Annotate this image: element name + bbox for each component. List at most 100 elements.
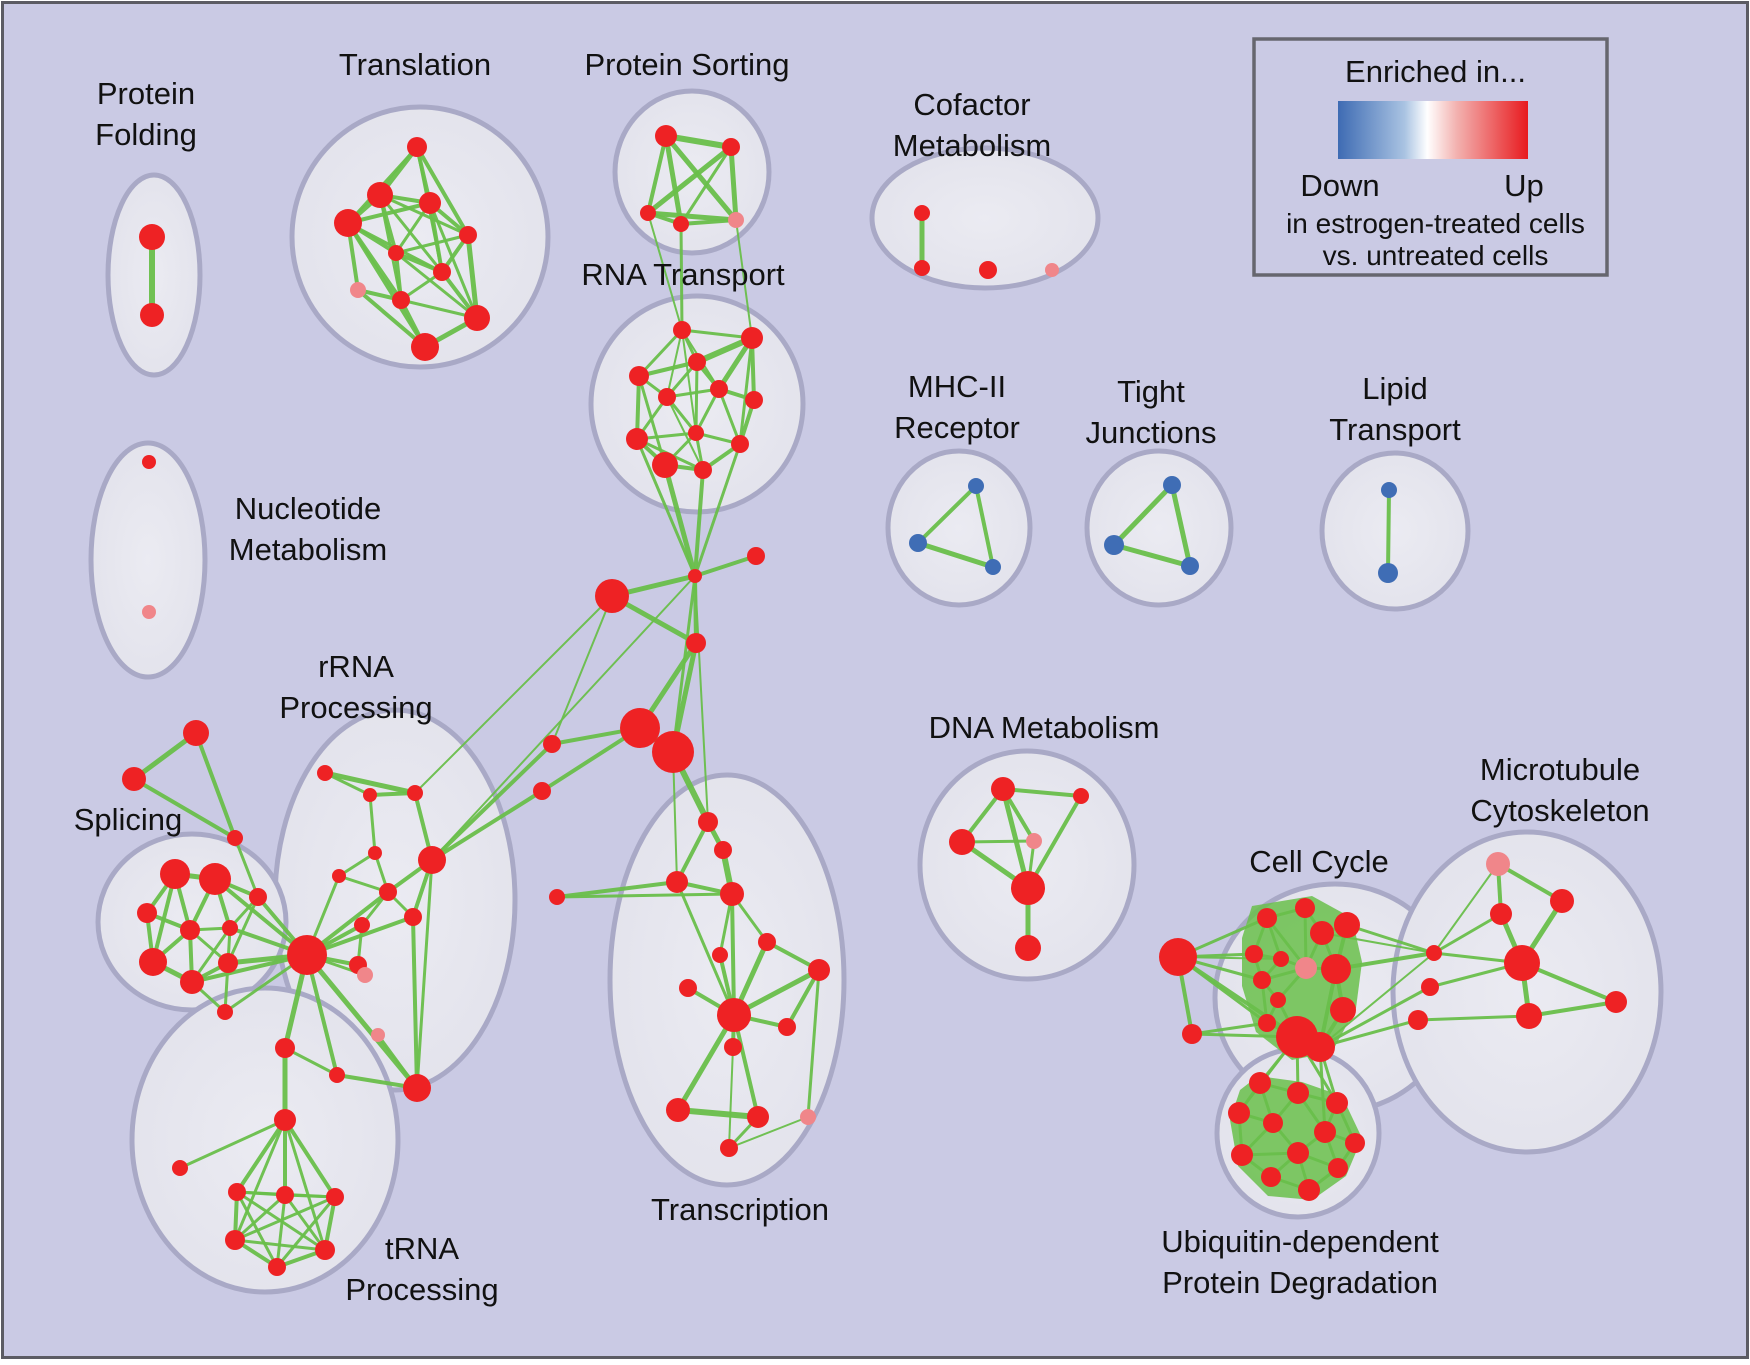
node-mh3 (985, 559, 1001, 575)
edge-j1-x1 (694, 575, 709, 823)
edge-r6-r10 (717, 387, 742, 446)
node-u12 (1298, 1179, 1320, 1201)
node-r8 (626, 428, 648, 450)
edge-n4-n7 (283, 1193, 327, 1252)
node-j2 (747, 547, 765, 565)
cluster-protein-sorting-label: Protein Sorting (584, 47, 789, 82)
node-s6 (249, 888, 267, 906)
edge-x14-x15 (728, 1116, 809, 1149)
node-nu1 (142, 455, 156, 469)
node-tj3 (1181, 557, 1199, 575)
edge-t3-t4 (346, 201, 432, 225)
node-f3 (227, 830, 243, 846)
node-mj (1426, 945, 1442, 961)
node-r10 (731, 435, 749, 453)
node-s2 (199, 863, 231, 895)
edge-x4-x9 (730, 892, 736, 1017)
legend-down-label: Down (1300, 168, 1379, 203)
node-c9 (1253, 971, 1271, 989)
legend-gradient-bar (1338, 101, 1528, 159)
edge-t1-t5 (415, 145, 470, 237)
edge-r3-r9 (694, 360, 699, 435)
cluster-rrna-processing-label: rRNA Processing (279, 649, 432, 725)
node-u10 (1328, 1158, 1348, 1178)
node-n4 (276, 1186, 294, 1204)
node-x6 (758, 933, 776, 951)
node-tj1 (1163, 476, 1181, 494)
cluster-nucleotide-metabolism-label: Nucleotide Metabolism (229, 491, 388, 567)
node-m4 (1605, 991, 1627, 1013)
node-t10 (464, 305, 490, 331)
edge-n1-n7 (283, 1118, 327, 1252)
edge-mj-m2 (1432, 912, 1503, 955)
node-h2 (652, 731, 694, 773)
node-x14 (800, 1109, 816, 1125)
node-d4 (1073, 788, 1089, 804)
node-p2 (722, 138, 740, 156)
edge-t3-t7 (428, 201, 444, 274)
node-x10 (778, 1018, 796, 1036)
node-d2 (949, 829, 975, 855)
node-x1 (698, 812, 718, 832)
node-u6 (1314, 1121, 1336, 1143)
node-rr8 (404, 908, 422, 926)
edge-x9-x13 (732, 1013, 760, 1119)
edge-n1-n3 (235, 1118, 287, 1194)
node-r5 (658, 388, 676, 406)
node-cm2 (1305, 1032, 1335, 1062)
edge-x1-x3 (675, 820, 710, 884)
node-rr5 (332, 869, 346, 883)
edge-n6-n7 (233, 1238, 327, 1252)
node-c8 (1321, 954, 1351, 984)
edge-rr6-rr14 (415, 858, 434, 1090)
edge-lc-x4 (555, 892, 734, 899)
cluster-cell-cycle-label: Cell Cycle (1249, 844, 1389, 879)
cluster-splicing-label: Splicing (74, 802, 183, 837)
edge-r8-j1 (635, 437, 697, 578)
cluster-cofactor-metabolism-ellipse (869, 145, 1101, 291)
node-cf1 (914, 205, 930, 221)
cluster-transcription-label: Transcription (651, 1192, 829, 1227)
legend-title: Enriched in... (1345, 54, 1526, 89)
edge-p2-p5 (728, 144, 739, 223)
edge-x7-x14 (806, 968, 821, 1119)
node-pf2 (140, 303, 164, 327)
edge-r10-j1 (693, 442, 742, 578)
cluster-nucleotide-metabolism-ellipse (88, 440, 208, 680)
cluster-dna-metabolism-ellipse (917, 748, 1137, 982)
node-cf3 (979, 261, 997, 279)
node-x15 (720, 1139, 738, 1157)
node-rr6 (418, 846, 446, 874)
edge-c8-mj (1334, 951, 1436, 971)
edge-n1-n2 (178, 1118, 287, 1170)
cluster-dna-metabolism-label: DNA Metabolism (929, 710, 1160, 745)
edge-tj1-tj2 (1111, 482, 1175, 548)
edge-d1-d5 (1000, 786, 1031, 891)
edge-p3-p5 (645, 210, 739, 223)
node-n3 (228, 1183, 246, 1201)
cluster-trna-processing-label: tRNA Processing (345, 1231, 498, 1307)
edge-h2-x3 (672, 751, 678, 883)
node-u5 (1263, 1113, 1283, 1133)
edge-rr1-rr3 (322, 770, 418, 796)
edge-x9-x12 (675, 1012, 737, 1113)
cluster-mhc-ii-receptor-label: MHC-II Receptor (894, 369, 1020, 445)
node-x9 (717, 998, 751, 1032)
node-tj2 (1104, 535, 1124, 555)
node-la (543, 735, 561, 753)
node-x4 (720, 882, 744, 906)
node-u9 (1287, 1142, 1309, 1164)
node-t9 (392, 291, 410, 309)
node-cf4 (1045, 263, 1059, 277)
cluster-translation-label: Translation (339, 47, 491, 82)
node-c11 (1330, 997, 1356, 1023)
node-t6 (388, 245, 404, 261)
node-t3 (419, 192, 441, 214)
cluster-protein-folding-label: Protein Folding (95, 76, 197, 152)
node-d5 (1011, 871, 1045, 905)
edge-mp-mj (1433, 863, 1499, 954)
cluster-translation-ellipse (289, 104, 551, 370)
edge-mj-cm2 (1319, 952, 1435, 1048)
edge-la-rr6 (430, 742, 554, 862)
